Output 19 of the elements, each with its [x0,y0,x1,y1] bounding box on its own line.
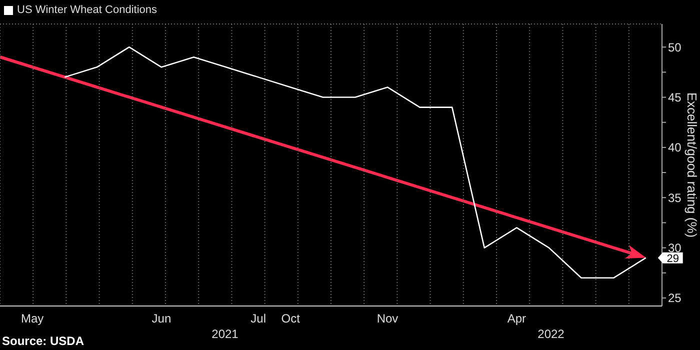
x-tick-label: Jul [250,312,266,326]
text: 2021 [212,327,238,341]
y-tick-label: 50 [668,40,682,54]
source-note: Source: USDA [2,334,84,348]
x-tick-label: Oct [281,312,301,326]
line-series [64,46,647,279]
y-axis-title: Excellent/good rating (%) [684,92,700,238]
y-tick-label: 30 [668,241,682,256]
y-tick-label: 35 [668,190,682,205]
x-tick-label: Jun [152,312,172,326]
x-tick-label: Apr [507,312,526,326]
x-tick-label: Nov [376,312,398,326]
y-tick-label: 40 [668,140,682,155]
data-label: 29 [666,252,679,265]
legend-label: US Winter Wheat Conditions [17,4,157,16]
text: 2022 [538,327,564,341]
x-tick-label: May [20,312,44,326]
y-tick-label: 25 [668,291,682,306]
y-tick-label: 45 [668,90,682,105]
